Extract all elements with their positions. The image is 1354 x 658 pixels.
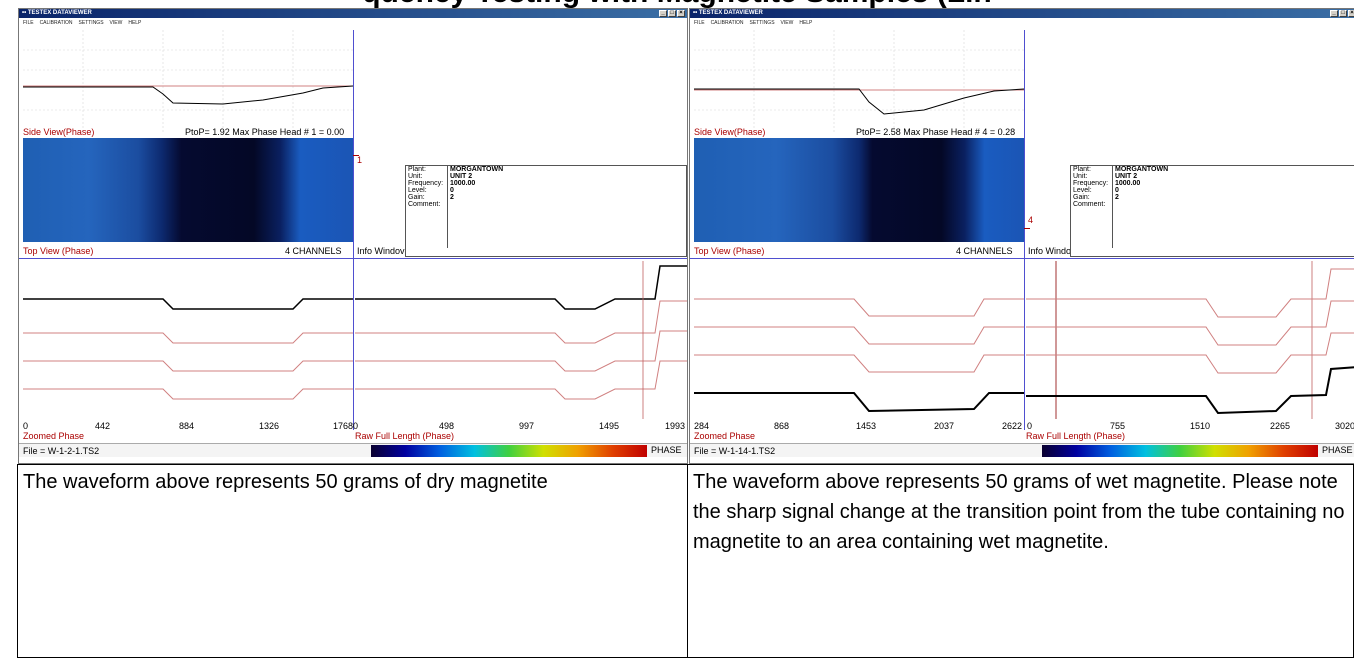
zoomed-phase-plot <box>23 261 353 419</box>
zoomed-tick: 1326 <box>259 421 280 431</box>
maximize-button[interactable]: □ <box>1339 10 1347 17</box>
window-titlebar[interactable]: •• TESTEX DATAVIEWER _ □ × <box>19 9 687 18</box>
raw-tick: 1993 <box>665 421 686 431</box>
file-name: File = W-1-2-1.TS2 <box>23 446 100 456</box>
status-bar: File = W-1-14-1.TS2 PHASE <box>690 443 1354 457</box>
menu-bar: FILE CALIBRATION SETTINGS VIEW HELP <box>690 19 1354 27</box>
side-view-label: Side View(Phase) <box>23 127 95 137</box>
raw-tick: 997 <box>519 421 535 431</box>
caption-wet: The waveform above represents 50 grams o… <box>687 464 1354 658</box>
axis-ticks: 0 442 884 1326 1768 0 498 997 1495 1993 <box>19 421 687 433</box>
zoomed-tick: 868 <box>774 421 790 431</box>
side-view-plot <box>23 30 353 134</box>
raw-tick: 498 <box>439 421 455 431</box>
menu-file[interactable]: FILE <box>694 20 705 26</box>
info-window-label: Info Windov <box>1028 246 1076 256</box>
menu-view[interactable]: VIEW <box>780 20 794 26</box>
top-view-heatmap <box>23 138 353 242</box>
page-heading: quency Testing with Magnetite Samples (L… <box>0 0 1354 12</box>
dataviewer-window-wet[interactable]: •• TESTEX DATAVIEWER _ □ × FILE CALIBRAT… <box>689 8 1354 464</box>
phase-colorbar <box>371 445 647 457</box>
minimize-button[interactable]: _ <box>659 10 667 17</box>
zoomed-phase-plot <box>694 261 1024 419</box>
window-title: •• TESTEX DATAVIEWER <box>693 10 763 16</box>
zoomed-tick: 1453 <box>856 421 877 431</box>
channels-count: 4 CHANNELS <box>956 246 1013 256</box>
raw-tick: 1495 <box>599 421 620 431</box>
status-bar: File = W-1-2-1.TS2 PHASE <box>19 443 687 457</box>
top-view-heatmap <box>694 138 1024 242</box>
channel-marker: 4 <box>1028 215 1034 225</box>
menu-bar: FILE CALIBRATION SETTINGS VIEW HELP <box>19 19 687 27</box>
menu-calibration[interactable]: CALIBRATION <box>710 20 744 26</box>
caption-dry: The waveform above represents 50 grams o… <box>17 464 688 658</box>
raw-tick: 0 <box>353 421 359 431</box>
raw-tick: 0 <box>1027 421 1033 431</box>
top-view-label: Top View (Phase) <box>694 246 765 256</box>
raw-tick: 755 <box>1110 421 1126 431</box>
raw-phase-plot <box>355 261 687 419</box>
raw-phase-label: Raw Full Length (Phase) <box>355 431 455 441</box>
zoomed-tick: 442 <box>95 421 111 431</box>
top-view-label: Top View (Phase) <box>23 246 94 256</box>
raw-phase-label: Raw Full Length (Phase) <box>1026 431 1126 441</box>
menu-file[interactable]: FILE <box>23 20 34 26</box>
zoomed-tick: 284 <box>694 421 710 431</box>
caption-table: The waveform above represents 50 grams o… <box>17 464 1354 658</box>
file-name: File = W-1-14-1.TS2 <box>694 446 776 456</box>
ptop-readout: PtoP= 1.92 Max Phase Head # 1 = 0.00 <box>185 127 345 137</box>
close-button[interactable]: × <box>677 10 685 17</box>
menu-view[interactable]: VIEW <box>109 20 123 26</box>
raw-tick: 3020 <box>1335 421 1354 431</box>
close-button[interactable]: × <box>1348 10 1354 17</box>
dataviewer-window-dry[interactable]: •• TESTEX DATAVIEWER _ □ × FILE CALIBRAT… <box>18 8 688 464</box>
channels-count: 4 CHANNELS <box>285 246 342 256</box>
zoomed-tick: 2622 <box>1002 421 1023 431</box>
menu-settings[interactable]: SETTINGS <box>749 20 775 26</box>
zoomed-phase-label: Zoomed Phase <box>694 431 756 441</box>
phase-colorbar <box>1042 445 1318 457</box>
window-titlebar[interactable]: •• TESTEX DATAVIEWER _ □ × <box>690 9 1354 18</box>
zoomed-tick: 1768 <box>333 421 354 431</box>
info-window: Plant: MORGANTOWN Unit: UNIT 2 Frequency: 1… <box>1070 165 1354 257</box>
maximize-button[interactable]: □ <box>668 10 676 17</box>
window-title: •• TESTEX DATAVIEWER <box>22 10 92 16</box>
zoomed-tick: 2037 <box>934 421 955 431</box>
menu-help[interactable]: HELP <box>128 20 142 26</box>
zoomed-tick: 884 <box>179 421 195 431</box>
menu-help[interactable]: HELP <box>799 20 813 26</box>
info-window: Plant: MORGANTOWN Unit: UNIT 2 Frequency: 1… <box>405 165 687 257</box>
axis-ticks: 284 868 1453 2037 2622 0 755 1510 2265 3… <box>690 421 1354 433</box>
menu-calibration[interactable]: CALIBRATION <box>39 20 73 26</box>
side-view-plot <box>694 30 1024 134</box>
menu-settings[interactable]: SETTINGS <box>78 20 104 26</box>
raw-tick: 1510 <box>1190 421 1211 431</box>
side-view-label: Side View(Phase) <box>694 127 766 137</box>
minimize-button[interactable]: _ <box>1330 10 1338 17</box>
raw-tick: 2265 <box>1270 421 1291 431</box>
info-window-label: Info Windov <box>357 246 405 256</box>
phase-colorbar-label: PHASE <box>651 445 682 455</box>
zoomed-phase-label: Zoomed Phase <box>23 431 85 441</box>
ptop-readout: PtoP= 2.58 Max Phase Head # 4 = 0.28 <box>856 127 1016 137</box>
zoomed-tick: 0 <box>23 421 29 431</box>
phase-colorbar-label: PHASE <box>1322 445 1353 455</box>
raw-phase-plot <box>1026 261 1354 419</box>
channel-marker: 1 <box>357 155 363 165</box>
